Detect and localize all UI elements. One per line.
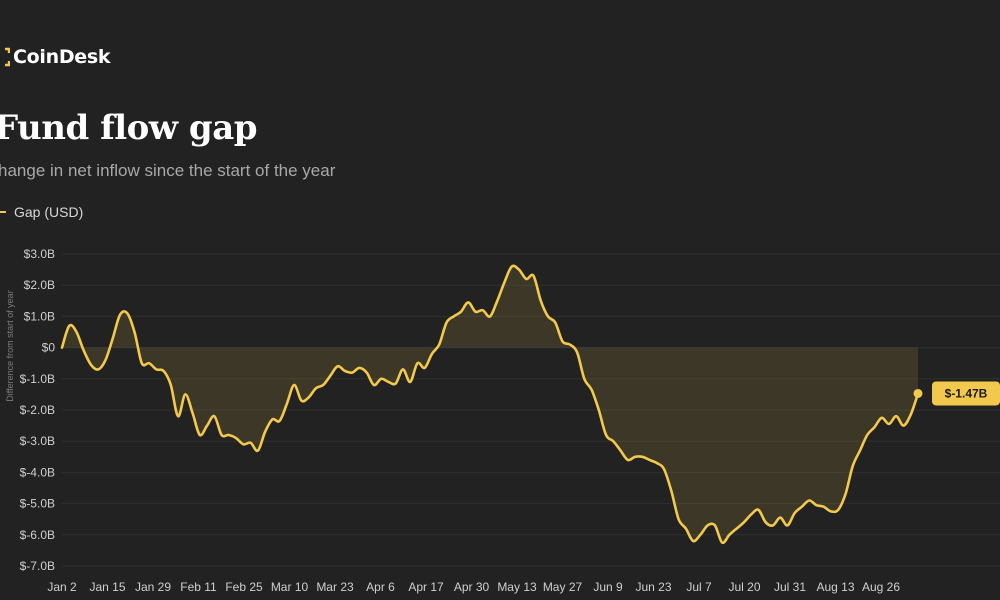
chart-title: Fund flow gap bbox=[0, 108, 258, 148]
y-tick-label: $-6.0B bbox=[20, 528, 55, 542]
chart-subtitle: hange in net inflow since the start of t… bbox=[0, 161, 336, 180]
y-tick-label: $-4.0B bbox=[20, 465, 55, 479]
y-tick-label: $-3.0B bbox=[20, 434, 55, 448]
x-tick-label: Jan 29 bbox=[135, 580, 171, 594]
y-axis: $3.0B $2.0B $1.0B $0 $-1.0B $-2.0B $-3.0B $-4.0… bbox=[20, 247, 56, 573]
x-tick-label: Mar 10 bbox=[271, 580, 309, 594]
end-point bbox=[913, 388, 923, 398]
line-layer bbox=[60, 264, 920, 545]
coindesk-mark-icon bbox=[5, 47, 10, 67]
x-tick-label: Jun 9 bbox=[593, 580, 623, 594]
legend-label: Gap (USD) bbox=[14, 204, 84, 220]
y-tick-label: $2.0B bbox=[24, 278, 55, 292]
legend-swatch bbox=[0, 211, 6, 213]
x-tick-label: Feb 11 bbox=[180, 580, 217, 594]
x-tick-label: Feb 25 bbox=[225, 580, 263, 594]
x-tick-label: Aug 13 bbox=[816, 580, 854, 594]
x-tick-label: Jul 7 bbox=[686, 580, 712, 594]
y-tick-label: $-7.0B bbox=[20, 559, 55, 573]
x-axis: Jan 2 Jan 15 Jan 29 Feb 11 Feb 25 Mar 10 Mar 2… bbox=[47, 580, 900, 594]
y-axis-label: Difference from start of year bbox=[5, 290, 15, 401]
x-tick-label: May 13 bbox=[497, 580, 537, 594]
brand-name: CoinDesk bbox=[13, 46, 111, 68]
x-tick-label: May 27 bbox=[543, 580, 583, 594]
y-tick-label: $-1.0B bbox=[20, 372, 55, 386]
x-tick-label: Apr 30 bbox=[454, 580, 490, 594]
coindesk-logo[interactable]: CoinDesk bbox=[0, 46, 111, 68]
series-line bbox=[60, 264, 920, 545]
x-tick-label: Apr 6 bbox=[366, 580, 395, 594]
end-value-label: $-1.47B bbox=[945, 386, 988, 400]
x-tick-label: Aug 26 bbox=[862, 580, 900, 594]
legend: Gap (USD) bbox=[0, 204, 83, 220]
y-tick-label: $0 bbox=[42, 341, 56, 355]
x-tick-label: Jul 31 bbox=[774, 580, 806, 594]
area-fill bbox=[62, 265, 918, 543]
y-tick-label: $3.0B bbox=[24, 247, 55, 261]
end-marker: $-1.47B bbox=[913, 381, 1000, 406]
x-tick-label: Jan 15 bbox=[89, 580, 125, 594]
y-tick-label: $-2.0B bbox=[20, 403, 55, 417]
x-tick-label: Jul 20 bbox=[728, 580, 760, 594]
x-tick-label: Jan 2 bbox=[47, 580, 77, 594]
end-label-box bbox=[932, 381, 1000, 406]
area-layer bbox=[62, 265, 918, 543]
x-tick-label: Mar 23 bbox=[316, 580, 354, 594]
x-tick-label: Apr 17 bbox=[408, 580, 444, 594]
x-tick-label: Jun 23 bbox=[635, 580, 671, 594]
y-tick-label: $-5.0B bbox=[20, 497, 55, 511]
y-tick-label: $1.0B bbox=[24, 309, 55, 323]
